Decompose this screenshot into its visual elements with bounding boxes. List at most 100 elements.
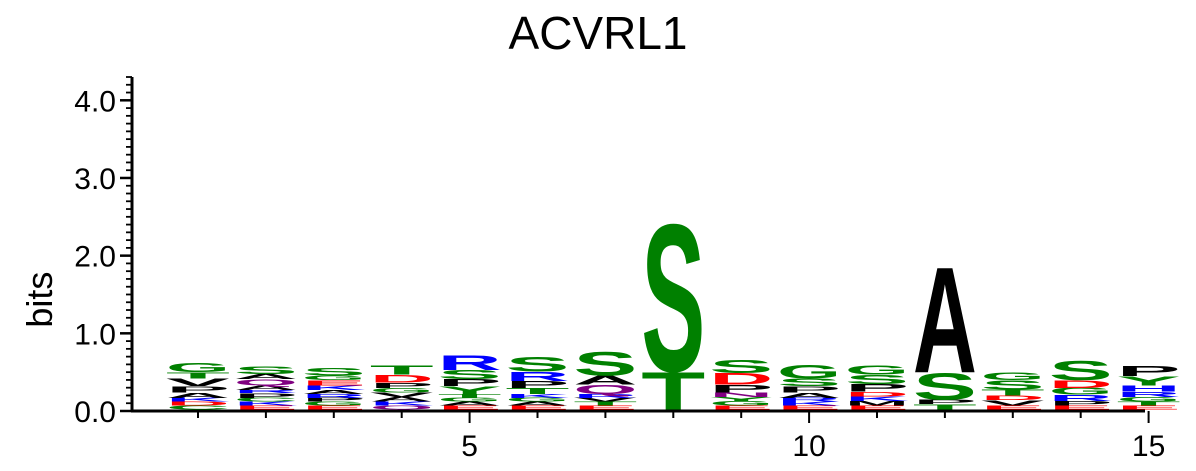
logo-letter-E: E [234, 405, 298, 411]
logo-letter-T: T [370, 363, 434, 378]
x-tick-label: 5 [461, 430, 478, 463]
logo-letter-R: R [506, 369, 570, 383]
logo-letter-V: V [573, 397, 637, 403]
y-tick-label: 3.0 [74, 163, 116, 196]
logo-letter-P: P [166, 385, 230, 395]
logo-letter-K: K [370, 401, 434, 407]
logo-letter-G: G [302, 401, 366, 407]
logo-letter-A: A [302, 389, 366, 395]
logo-letter-R: R [1049, 393, 1113, 403]
logo-letter-S: S [981, 378, 1045, 393]
logo-letter-E: E [573, 405, 637, 411]
logo-letter-R: R [1117, 390, 1181, 398]
logo-letter-E: E [438, 405, 502, 411]
logo-letter-A: A [777, 391, 841, 399]
logo-letter-S: S [777, 377, 841, 389]
logo-letter-K: K [845, 395, 909, 402]
y-axis-label: bits [19, 272, 60, 328]
logo-letter-P: P [845, 382, 909, 394]
logo-letter-D: D [709, 370, 773, 388]
logo-letter-G: G [370, 387, 434, 394]
logo-letter-E: E [302, 405, 366, 411]
x-tick-label: 10 [792, 430, 825, 463]
logo-letter-S: S [845, 372, 909, 387]
logo-letter-Y: Y [709, 396, 773, 402]
y-tick-label: 1.0 [74, 318, 116, 351]
logo-letter-A: A [370, 396, 434, 403]
logo-letter-D: D [845, 391, 909, 398]
logo-letter-P: P [777, 385, 841, 395]
logo-letter-A: A [234, 372, 298, 380]
logo-letter-G: G [166, 361, 230, 375]
logo-letter-V: V [166, 377, 230, 389]
logo-letter-T: T [166, 371, 230, 381]
chart-title: ACVRL1 [508, 7, 688, 59]
logo-letter-G: G [709, 400, 773, 407]
logo-letter-P: P [506, 379, 570, 390]
logo-letter-C: C [234, 397, 298, 403]
logo-letter-Q: Q [370, 405, 434, 411]
logo-letter-P: P [370, 381, 434, 389]
logo-letter-K: K [777, 401, 841, 407]
logo-letter-E: E [302, 379, 366, 387]
logo-letter-P: P [1117, 362, 1181, 379]
logo-letter-E: E [981, 405, 1045, 411]
logo-letter-G: G [506, 397, 570, 403]
logo-letter-E: E [777, 405, 841, 411]
logo-letter-A: A [438, 401, 502, 407]
logo-letter-S: S [709, 356, 773, 377]
logo-letter-E: E [1117, 405, 1181, 411]
logo-letter-D: D [981, 394, 1045, 401]
logo-letter-T: T [573, 401, 637, 407]
logo-letter-R: R [302, 393, 366, 399]
logo-letter-P: P [302, 397, 366, 403]
logo-letter-P: P [1049, 400, 1113, 407]
logo-letter-A: A [234, 384, 298, 391]
logo-letter-S: S [506, 352, 570, 376]
logo-letter-S: S [573, 345, 637, 383]
logo-letter-T: T [438, 393, 502, 399]
logo-letter-A: A [506, 401, 570, 407]
logo-letter-T: T [981, 388, 1045, 398]
logo-letter-P: P [234, 392, 298, 399]
logo-letter-V: V [370, 391, 434, 398]
logo-letter-M: M [845, 400, 909, 407]
logo-letter-P: P [709, 383, 773, 395]
logo-letter-D: D [370, 373, 434, 385]
logo-letter-S: S [641, 180, 705, 415]
y-tick-label: 4.0 [74, 85, 116, 118]
logo-axes: 0.0 1.0 2.0 3.0 4.0 bits 5 10 15 [19, 76, 1165, 463]
y-tick-label: 2.0 [74, 241, 116, 274]
logo-letter-A: A [913, 237, 977, 405]
logo-letter-S: S [913, 366, 977, 408]
logo-letter-Q: Q [234, 378, 298, 388]
logo-letter-T: T [506, 386, 570, 396]
logo-letter-V: V [981, 399, 1045, 407]
logo-letter-G: G [845, 363, 909, 377]
logo-letter-G: G [302, 374, 366, 381]
logo-letters: CDKAPVTGEKCPRAQASEGPRAKEGSQKAVGPDTEAGTYP… [166, 180, 1181, 421]
logo-letter-Q: Q [573, 383, 637, 397]
logo-letter-G: G [1049, 386, 1113, 397]
logo-letter-C: C [166, 405, 230, 411]
logo-letter-S: S [438, 367, 502, 382]
logo-letter-K: K [506, 393, 570, 399]
logo-letter-T: T [1117, 401, 1181, 407]
logo-letter-K: K [234, 401, 298, 407]
logo-letter-E: E [506, 405, 570, 411]
logo-letter-A: A [573, 373, 637, 387]
logo-letter-S: S [1049, 355, 1113, 386]
logo-letter-D: D [1049, 378, 1113, 390]
logo-letter-G: G [981, 370, 1045, 382]
logo-letter-P: P [438, 378, 502, 389]
logo-letter-G: G [777, 361, 841, 383]
logo-letter-E: E [845, 405, 909, 411]
logo-letter-T: T [913, 403, 977, 411]
logo-letter-G: G [438, 397, 502, 403]
logo-letter-R: R [573, 393, 637, 399]
logo-letter-Y: Y [1117, 374, 1181, 389]
logo-letter-R: R [438, 350, 502, 374]
logo-letter-P: P [913, 398, 977, 405]
logo-letter-E: E [709, 405, 773, 411]
